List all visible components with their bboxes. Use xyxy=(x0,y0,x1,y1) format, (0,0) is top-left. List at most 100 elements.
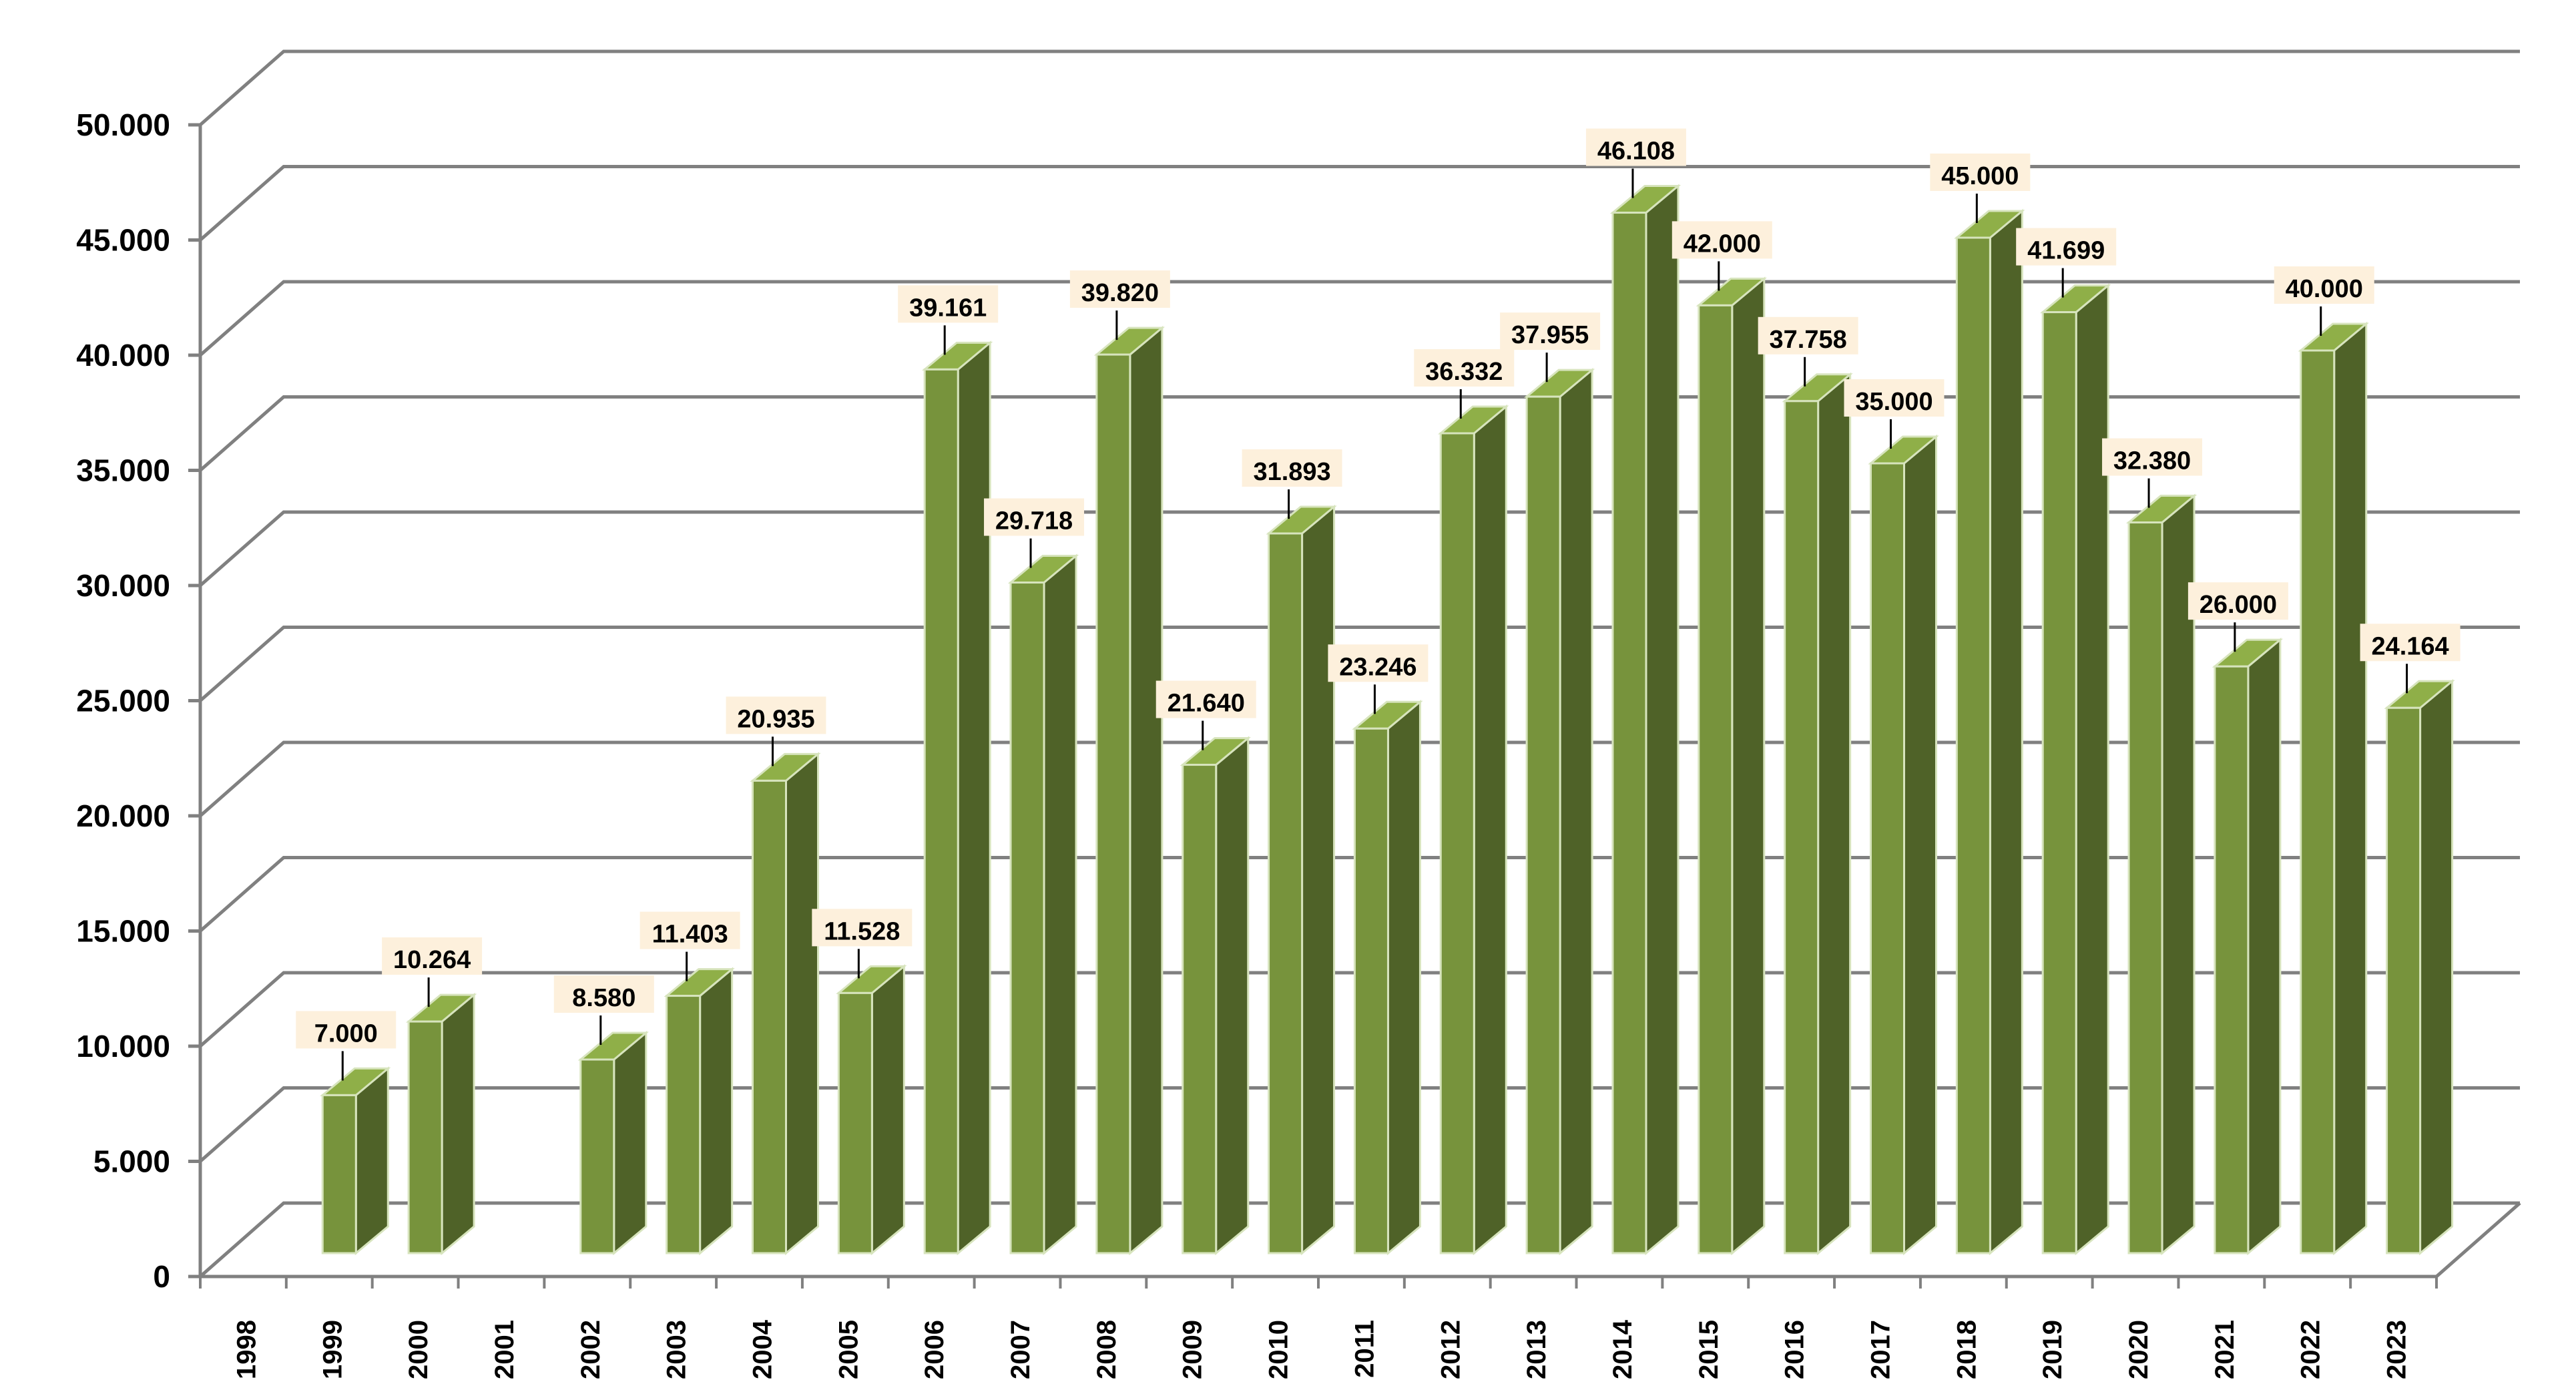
bar-front xyxy=(666,995,702,1254)
bar-front xyxy=(2127,521,2163,1254)
bar-front xyxy=(579,1058,615,1254)
bar xyxy=(1180,736,1251,1256)
gridline xyxy=(199,1086,2520,1163)
data-label-box xyxy=(553,975,654,1013)
bar-front xyxy=(1439,432,1475,1254)
bar-side xyxy=(1043,553,1077,1256)
bar xyxy=(750,752,821,1256)
data-label-text: 37.758 xyxy=(1770,326,1847,354)
bar-side xyxy=(1301,504,1336,1256)
x-tick-label: 2014 xyxy=(1608,1319,1637,1379)
data-label-box xyxy=(1155,680,1256,718)
bar-side xyxy=(1645,184,1680,1256)
bar xyxy=(1954,208,2025,1256)
bar-side xyxy=(2333,321,2368,1256)
data-label-box xyxy=(1844,379,1945,417)
data-label: 35.000 xyxy=(1844,379,1945,449)
bar-side xyxy=(2247,637,2282,1256)
x-tick-label: 2003 xyxy=(662,1320,692,1379)
data-label-text: 10.264 xyxy=(393,946,471,974)
bar-side xyxy=(1559,367,1593,1256)
bar xyxy=(405,992,477,1256)
data-label-text: 29.718 xyxy=(995,507,1073,535)
bar-side xyxy=(2419,679,2454,1256)
data-label: 8.580 xyxy=(553,975,654,1045)
bar-side xyxy=(1989,208,2023,1256)
bar-side xyxy=(1473,404,1507,1256)
bar-side xyxy=(441,992,475,1256)
bar-front xyxy=(1182,764,1218,1254)
data-label: 7.000 xyxy=(296,1011,397,1081)
data-label-text: 8.580 xyxy=(572,984,635,1012)
x-tick-label: 2011 xyxy=(1350,1320,1379,1378)
data-label: 40.000 xyxy=(2274,266,2374,336)
data-label: 23.246 xyxy=(1328,644,1429,714)
bar-side xyxy=(354,1066,389,1256)
bar-front xyxy=(1870,462,1905,1254)
bar xyxy=(1007,553,1079,1256)
y-axis-ticks: 0 5.000 10.000 15.000 20.000 25.000 30.000 35.0… xyxy=(76,107,200,1294)
x-tick-label: 2002 xyxy=(576,1320,605,1379)
bar-side xyxy=(1903,434,1937,1256)
x-tick-label: 2008 xyxy=(1092,1320,1121,1379)
data-label-text: 37.955 xyxy=(1511,321,1589,349)
bar xyxy=(2040,283,2111,1256)
y-tick-label: 50.000 xyxy=(76,107,170,142)
bar xyxy=(2384,679,2455,1256)
x-tick-label: 2023 xyxy=(2382,1320,2412,1379)
x-tick-label: 2000 xyxy=(404,1320,433,1379)
bar-front xyxy=(837,991,873,1254)
bar xyxy=(1609,184,1682,1256)
data-label: 42.000 xyxy=(1671,221,1772,291)
data-label-box xyxy=(2102,438,2203,476)
data-label: 32.380 xyxy=(2102,438,2203,508)
data-label: 11.528 xyxy=(812,909,913,979)
bar xyxy=(922,340,993,1256)
y-tick-label: 10.000 xyxy=(76,1029,170,1064)
y-tick-label: 5.000 xyxy=(93,1144,170,1179)
gridline xyxy=(199,971,2520,1048)
data-label: 29.718 xyxy=(984,498,1085,568)
data-label-text: 41.699 xyxy=(2027,237,2105,265)
data-label: 10.264 xyxy=(382,937,483,1007)
data-label: 45.000 xyxy=(1930,154,2031,223)
bar-front xyxy=(1525,395,1561,1254)
bar-front xyxy=(1784,400,1820,1254)
data-label-box xyxy=(1500,312,1601,351)
bar-side xyxy=(1215,736,1250,1256)
x-tick-label: 1998 xyxy=(232,1320,261,1379)
bar xyxy=(1523,367,1595,1256)
bar xyxy=(1093,325,1166,1256)
bar-front xyxy=(1611,212,1647,1254)
data-labels: 7.000 10.264 8.580 11.403 20.935 11.528 39.161… xyxy=(296,128,2461,1081)
y-tick-label: 35.000 xyxy=(76,453,170,488)
gridline xyxy=(199,510,2520,587)
bars xyxy=(320,184,2455,1256)
y-tick-label: 20.000 xyxy=(76,798,170,833)
data-label: 21.640 xyxy=(1155,680,1256,750)
data-label: 39.161 xyxy=(898,285,999,355)
data-label-box xyxy=(1328,644,1429,682)
bar-side xyxy=(1386,700,1421,1256)
y-tick-label: 45.000 xyxy=(76,223,170,258)
data-label-box xyxy=(1758,316,1858,355)
x-tick-label: 2007 xyxy=(1006,1320,1035,1379)
x-tick-label: 2004 xyxy=(748,1319,778,1379)
floor-edge xyxy=(2435,1202,2521,1278)
data-label-box xyxy=(382,937,483,975)
data-label: 26.000 xyxy=(2187,582,2288,652)
gridline xyxy=(199,856,2520,933)
bar-side xyxy=(870,964,905,1256)
data-label-text: 39.161 xyxy=(909,294,987,322)
x-tick-label: 2016 xyxy=(1780,1320,1810,1379)
data-label-text: 11.528 xyxy=(824,917,900,945)
x-tick-label: 2009 xyxy=(1178,1320,1208,1379)
data-label-box xyxy=(984,498,1085,536)
x-tick-label: 2001 xyxy=(490,1320,519,1379)
y-tick-label: 40.000 xyxy=(76,338,170,373)
data-label-text: 35.000 xyxy=(1855,388,1933,416)
bar-front xyxy=(1009,582,1045,1254)
data-label-box xyxy=(1671,221,1772,259)
